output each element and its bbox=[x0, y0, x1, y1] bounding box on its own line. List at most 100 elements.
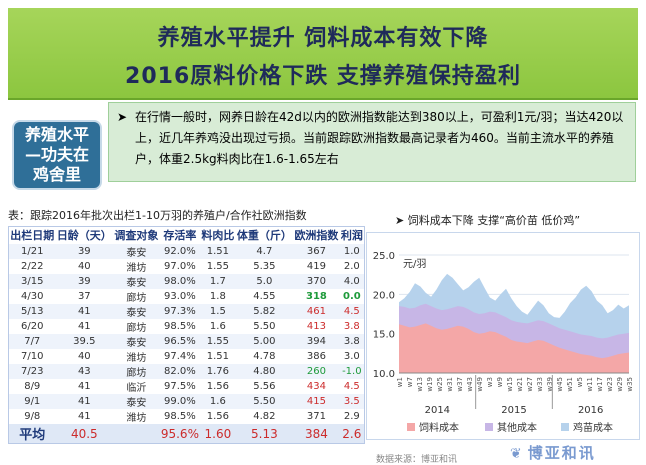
cell-survival: 96.5% bbox=[159, 334, 201, 349]
col-header-survival: 存活率 bbox=[159, 226, 201, 244]
cell-fcr: 1.6 bbox=[200, 394, 236, 409]
legend-label-1: 其他成本 bbox=[497, 421, 537, 434]
cell-date: 9/1 bbox=[8, 394, 56, 409]
cell-index: 461 bbox=[293, 304, 340, 319]
brand-logo: ❦ 博亚和讯 bbox=[510, 442, 596, 463]
col-header-age: 日龄（天） bbox=[55, 226, 114, 244]
cell-age: 40 bbox=[55, 349, 114, 364]
cell-fcr: 1.56 bbox=[200, 409, 236, 424]
col-header-index: 欧洲指数 bbox=[293, 226, 340, 244]
notice-text: 在行情一般时，网养日龄在42d以内的欧洲指数能达到380以上，可盈利1元/羽；当… bbox=[135, 110, 624, 166]
cell-profit: 4.0 bbox=[339, 274, 365, 289]
cell-date: 7/7 bbox=[8, 334, 56, 349]
x-tick-label: w39 bbox=[546, 377, 554, 392]
table-row: 4/30 37 廊坊 93.0% 1.8 4.55 318 0.0 bbox=[8, 289, 365, 304]
cell-obj: 泰安 bbox=[113, 244, 160, 259]
arrow-bullet-icon: ➤ bbox=[117, 110, 128, 124]
col-header-fcr: 料肉比 bbox=[200, 226, 236, 244]
cell-survival: 99.0% bbox=[159, 394, 201, 409]
x-tick-label: w5 bbox=[576, 377, 584, 387]
notice-box: ➤ 在行情一般时，网养日龄在42d以内的欧洲指数能达到380以上，可盈利1元/羽… bbox=[108, 102, 636, 182]
cell-weight: 4.78 bbox=[235, 349, 294, 364]
x-tick-label: w11 bbox=[586, 377, 594, 392]
cell-index: 434 bbox=[293, 379, 340, 394]
cell-age: 39 bbox=[55, 274, 114, 289]
cell-date: 8/9 bbox=[8, 379, 56, 394]
cell-weight: 4.82 bbox=[235, 409, 294, 424]
cell-obj: 泰安 bbox=[113, 274, 160, 289]
cell-obj: 泰安 bbox=[113, 334, 160, 349]
cell-weight: 5.50 bbox=[235, 319, 294, 334]
cell-obj: 临沂 bbox=[113, 379, 160, 394]
legend-label-0: 饲料成本 bbox=[419, 421, 459, 434]
cell-obj: 泰安 bbox=[113, 304, 160, 319]
x-tick-label: w35 bbox=[626, 377, 634, 392]
cell-fcr: 1.56 bbox=[200, 379, 236, 394]
cell-fcr: 1.76 bbox=[200, 364, 236, 379]
cell-profit: 3.5 bbox=[339, 394, 365, 409]
table-row: 7/10 40 潍坊 97.4% 1.51 4.78 386 3.0 bbox=[8, 349, 365, 364]
cell-fcr: 1.55 bbox=[200, 334, 236, 349]
legend-swatch-0 bbox=[407, 423, 415, 431]
table-row-average: 平均 40.5 95.6% 1.60 5.13 384 2.6 bbox=[8, 424, 365, 444]
cell-age: 41 bbox=[55, 379, 114, 394]
cell-age: 37 bbox=[55, 289, 114, 304]
avg-cell-profit: 2.6 bbox=[339, 424, 365, 444]
banner-title-line1: 养殖水平提升 饲料成本有效下降 bbox=[157, 26, 489, 51]
cell-age: 41 bbox=[55, 319, 114, 334]
cell-obj: 潍坊 bbox=[113, 259, 160, 274]
cell-profit: 1.0 bbox=[339, 244, 365, 259]
cell-obj: 潍坊 bbox=[113, 349, 160, 364]
x-tick-label: w7 bbox=[406, 377, 414, 387]
legend-swatch-2 bbox=[561, 423, 569, 431]
avg-cell-label: 平均 bbox=[8, 424, 56, 444]
x-tick-label: w23 bbox=[606, 377, 614, 392]
x-tick-label: w49 bbox=[476, 377, 484, 392]
cell-age: 39 bbox=[55, 244, 114, 259]
cell-obj: 潍坊 bbox=[113, 409, 160, 424]
cell-weight: 5.00 bbox=[235, 334, 294, 349]
x-tick-label: w27 bbox=[526, 377, 534, 392]
x-tick-label: w9 bbox=[496, 377, 504, 387]
cell-survival: 82.0% bbox=[159, 364, 201, 379]
cell-index: 419 bbox=[293, 259, 340, 274]
table-row: 9/8 41 潍坊 98.5% 1.56 4.82 371 2.9 bbox=[8, 409, 365, 424]
cell-age: 41 bbox=[55, 304, 114, 319]
cell-survival: 92.0% bbox=[159, 244, 201, 259]
cell-survival: 98.0% bbox=[159, 274, 201, 289]
cell-age: 41 bbox=[55, 394, 114, 409]
x-tick-label: w1 bbox=[396, 377, 404, 387]
x-tick-label: w19 bbox=[426, 377, 434, 392]
cell-date: 7/10 bbox=[8, 349, 56, 364]
cell-age: 43 bbox=[55, 364, 114, 379]
cell-survival: 98.5% bbox=[159, 319, 201, 334]
wechat-icon: ❦ bbox=[510, 446, 524, 462]
cell-fcr: 1.7 bbox=[200, 274, 236, 289]
avg-cell-fcr: 1.60 bbox=[200, 424, 236, 444]
table-header-row: 出栏日期 日龄（天） 调查对象 存活率 料肉比 体重（斤） 欧洲指数 利润 bbox=[8, 226, 365, 244]
cell-index: 415 bbox=[293, 394, 340, 409]
table-row: 7/7 39.5 泰安 96.5% 1.55 5.00 394 3.8 bbox=[8, 334, 365, 349]
cell-obj: 廊坊 bbox=[113, 319, 160, 334]
cell-profit: 3.8 bbox=[339, 319, 365, 334]
cell-date: 6/20 bbox=[8, 319, 56, 334]
cell-survival: 97.4% bbox=[159, 349, 201, 364]
y-tick-label: 20.0 bbox=[373, 290, 395, 301]
table-row: 9/1 41 泰安 99.0% 1.6 5.50 415 3.5 bbox=[8, 394, 365, 409]
cell-weight: 5.35 bbox=[235, 259, 294, 274]
cell-weight: 5.50 bbox=[235, 394, 294, 409]
avg-cell-age: 40.5 bbox=[55, 424, 114, 444]
cost-area-chart: 10.015.020.025.0元/羽w1 w7 w13 w19 w25 w31 w37 w4… bbox=[373, 251, 634, 434]
x-tick-label: w33 bbox=[536, 377, 544, 392]
cell-date: 3/15 bbox=[8, 274, 56, 289]
cell-weight: 4.55 bbox=[235, 289, 294, 304]
x-tick-label: w37 bbox=[456, 377, 464, 392]
cell-profit: 3.8 bbox=[339, 334, 365, 349]
cell-index: 386 bbox=[293, 349, 340, 364]
cell-index: 367 bbox=[293, 244, 340, 259]
table-row: 3/15 39 泰安 98.0% 1.7 5.0 370 4.0 bbox=[8, 274, 365, 289]
cost-chart: 10.0 15.0 20.0 25.0 元/羽 w1 w7 w13 w19 w25 w31 w37 w4… bbox=[366, 232, 640, 440]
x-tick-label: w43 bbox=[466, 377, 474, 392]
x-tick-label: w3 bbox=[486, 377, 494, 387]
section-label-box: 养殖水平—功夫在鸡舍里 bbox=[12, 120, 102, 190]
